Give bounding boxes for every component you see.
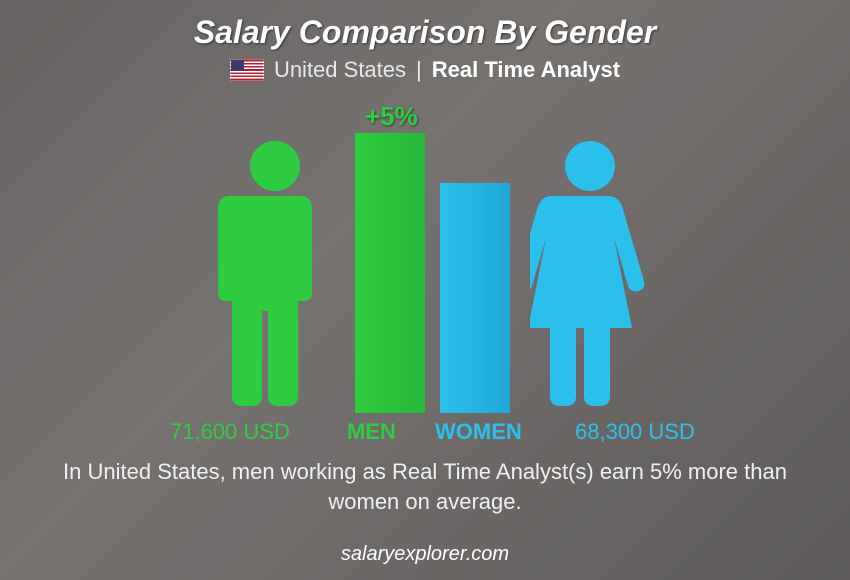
job-title: Real Time Analyst [432,57,620,83]
summary-text: In United States, men working as Real Ti… [45,457,805,516]
male-icon [215,138,335,413]
women-bar [440,183,510,413]
separator: | [416,57,422,83]
page-title: Salary Comparison By Gender [194,14,656,51]
women-label: WOMEN [435,419,522,445]
country-label: United States [274,57,406,83]
men-bar [355,133,425,413]
subtitle-row: United States | Real Time Analyst [230,57,620,83]
women-salary-value: 68,300 USD [575,419,695,445]
men-label: MEN [347,419,396,445]
female-icon [530,138,650,413]
difference-badge: +5% [365,101,418,132]
men-salary-value: 71,600 USD [170,419,290,445]
salary-chart: +5% 71,600 USD MEN WOMEN 68,300 USD Aver… [115,93,735,453]
us-flag-icon [230,59,264,81]
infographic-container: Salary Comparison By Gender United State… [0,0,850,580]
footer-attribution: salaryexplorer.com [0,543,850,566]
